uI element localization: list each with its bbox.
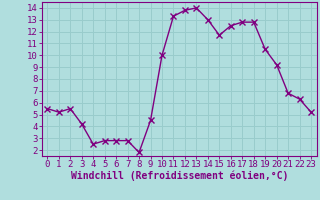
- X-axis label: Windchill (Refroidissement éolien,°C): Windchill (Refroidissement éolien,°C): [70, 171, 288, 181]
